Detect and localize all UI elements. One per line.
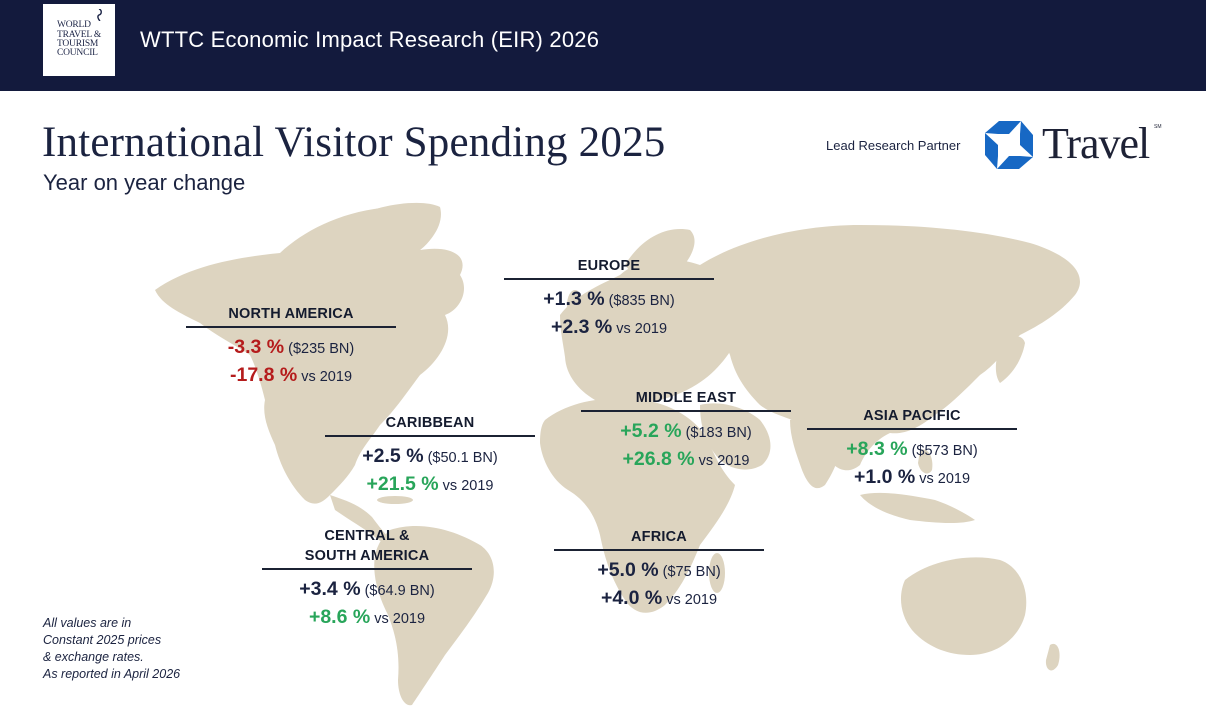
wttc-logo: WORLD TRAVEL & TOURISM COUNCIL — [43, 4, 115, 76]
region-divider — [554, 549, 764, 551]
region-name: EUROPE — [577, 258, 641, 274]
logo-swirl-icon — [97, 9, 102, 21]
region-divider — [262, 568, 472, 570]
region-caribbean: CARIBBEAN +2.5 % ($50.1 BN) +21.5 % vs 2… — [325, 413, 535, 499]
partner-trademark: SM — [1154, 124, 1162, 130]
vs2019-label: vs 2019 — [374, 611, 426, 627]
map-madagascar — [709, 553, 725, 593]
chase-octagon-icon — [985, 121, 1033, 169]
yoy-line: +8.3 % ($573 BN) — [807, 436, 1017, 464]
region-name: CARIBBEAN — [385, 415, 475, 431]
map-europe — [560, 259, 745, 405]
spend-value: ($835 BN) — [608, 293, 675, 309]
map-australia — [900, 557, 1027, 655]
map-caribbean — [377, 496, 413, 504]
vs2019-line: +1.0 % vs 2019 — [807, 464, 1017, 492]
yoy-line: +3.4 % ($64.9 BN) — [262, 576, 472, 604]
vs2019-line: +8.6 % vs 2019 — [262, 604, 472, 632]
map-asia — [699, 225, 1080, 471]
vs2019-change: +2.3 % — [550, 316, 613, 338]
vs2019-line: -17.8 % vs 2019 — [186, 362, 396, 390]
region-north-america: NORTH AMERICA -3.3 % ($235 BN) -17.8 % v… — [186, 304, 396, 390]
map-uk — [567, 290, 583, 320]
region-divider — [186, 326, 396, 328]
vs2019-label: vs 2019 — [666, 592, 718, 608]
vs2019-line: +2.3 % vs 2019 — [504, 314, 714, 342]
yoy-line: +5.0 % ($75 BN) — [554, 557, 764, 585]
map-japan — [995, 336, 1025, 383]
yoy-change: -3.3 % — [227, 336, 285, 358]
footnote-line: As reported in April 2026 — [43, 667, 181, 681]
world-map — [155, 202, 1080, 706]
vs2019-label: vs 2019 — [919, 471, 971, 487]
vs2019-change: +26.8 % — [622, 448, 695, 470]
region-europe: EUROPE +1.3 % ($835 BN) +2.3 % vs 2019 — [504, 256, 714, 342]
region-middle-east: MIDDLE EAST +5.2 % ($183 BN) +26.8 % vs … — [581, 388, 791, 474]
region-divider — [325, 435, 535, 437]
footnote-line: All values are in — [43, 616, 132, 630]
yoy-line: -3.3 % ($235 BN) — [186, 334, 396, 362]
vs2019-line: +4.0 % vs 2019 — [554, 585, 764, 613]
map-north-america — [155, 206, 465, 504]
region-divider — [807, 428, 1017, 430]
yoy-line: +2.5 % ($50.1 BN) — [325, 443, 535, 471]
vs2019-label: vs 2019 — [698, 453, 750, 469]
spend-value: ($75 BN) — [662, 564, 721, 580]
map-middle-east — [700, 403, 771, 470]
map-indonesia — [860, 492, 975, 524]
vs2019-line: +21.5 % vs 2019 — [325, 471, 535, 499]
logo-text: WORLD TRAVEL & TOURISM COUNCIL — [56, 20, 102, 59]
spend-value: ($183 BN) — [685, 425, 752, 441]
spend-value: ($50.1 BN) — [427, 450, 498, 466]
map-philippines — [918, 449, 933, 474]
yoy-change: +5.2 % — [620, 420, 682, 442]
yoy-change: +5.0 % — [597, 559, 659, 581]
yoy-change: +3.4 % — [299, 578, 361, 600]
map-central-america — [330, 495, 395, 546]
map-new-zealand — [1045, 643, 1060, 671]
header-title: WTTC Economic Impact Research (EIR) 2026 — [140, 27, 600, 52]
footnote: All values are in Constant 2025 prices &… — [43, 615, 180, 683]
vs2019-label: vs 2019 — [301, 369, 353, 385]
map-greenland — [357, 202, 441, 262]
partner-name: Travel — [1042, 119, 1150, 168]
map-india — [790, 418, 841, 489]
vs2019-change: +4.0 % — [600, 587, 663, 609]
yoy-line: +5.2 % ($183 BN) — [581, 418, 791, 446]
region-name: ASIA PACIFIC — [863, 408, 961, 424]
yoy-line: +1.3 % ($835 BN) — [504, 286, 714, 314]
map-africa — [540, 398, 735, 613]
header-bar: WORLD TRAVEL & TOURISM COUNCIL WTTC Econ… — [0, 0, 1206, 91]
region-asia-pacific: ASIA PACIFIC +8.3 % ($573 BN) +1.0 % vs … — [807, 406, 1017, 492]
vs2019-change: +1.0 % — [853, 466, 916, 488]
spend-value: ($64.9 BN) — [364, 583, 435, 599]
vs2019-change: +8.6 % — [308, 606, 371, 628]
yoy-change: +1.3 % — [543, 288, 605, 310]
region-divider — [504, 278, 714, 280]
region-name: CENTRAL & SOUTH AMERICA — [304, 528, 430, 564]
page-subtitle: Year on year change — [43, 170, 246, 195]
region-name: MIDDLE EAST — [635, 390, 737, 406]
map-scandinavia — [625, 229, 695, 283]
region-name: NORTH AMERICA — [228, 306, 354, 322]
vs2019-label: vs 2019 — [616, 321, 668, 337]
footnote-line: Constant 2025 prices — [43, 633, 162, 647]
spend-value: ($573 BN) — [911, 443, 978, 459]
page-title: International Visitor Spending 2025 — [42, 119, 666, 166]
region-central-south-america: CENTRAL & SOUTH AMERICA +3.4 % ($64.9 BN… — [262, 526, 472, 632]
region-divider — [581, 410, 791, 412]
vs2019-label: vs 2019 — [442, 478, 494, 494]
footnote-line: & exchange rates. — [43, 650, 144, 664]
region-africa: AFRICA +5.0 % ($75 BN) +4.0 % vs 2019 — [554, 527, 764, 613]
vs2019-change: +21.5 % — [366, 473, 439, 495]
vs2019-change: -17.8 % — [229, 364, 298, 386]
map-south-america — [374, 525, 494, 706]
partner-label: Lead Research Partner — [826, 138, 961, 153]
region-name: AFRICA — [631, 529, 687, 545]
yoy-change: +8.3 % — [846, 438, 908, 460]
vs2019-line: +26.8 % vs 2019 — [581, 446, 791, 474]
yoy-change: +2.5 % — [362, 445, 424, 467]
spend-value: ($235 BN) — [288, 341, 355, 357]
